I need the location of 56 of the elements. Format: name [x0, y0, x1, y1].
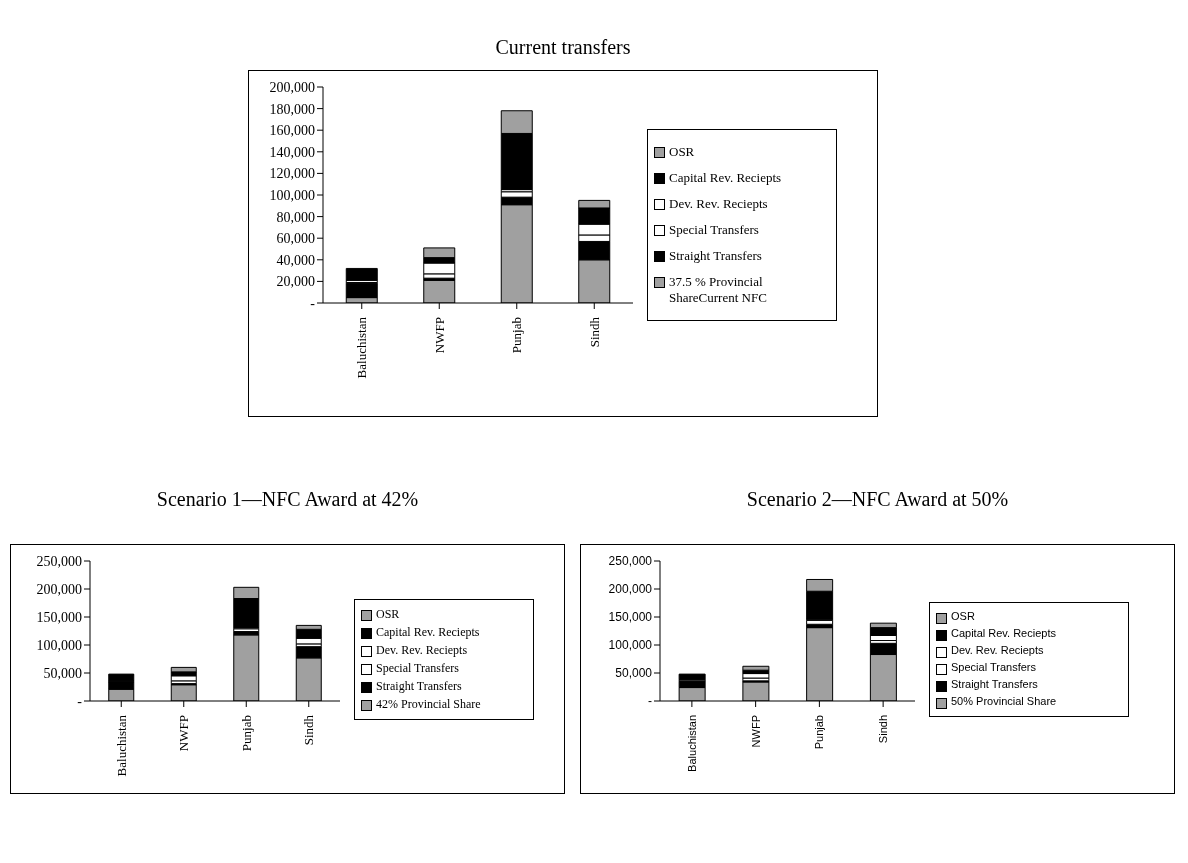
x-tick-label: Punjab [509, 317, 525, 354]
legend-label: Capital Rev. Reciepts [376, 624, 480, 640]
y-tick-label: 200,000 [608, 582, 653, 597]
legend-label: OSR [951, 609, 975, 622]
y-tick-label: 80,000 [276, 209, 315, 225]
legend-label: 42% Provincial Share [376, 696, 481, 712]
y-tick-label: 250,000 [36, 553, 82, 569]
legend-label: 37.5 % Provincial ShareCurrent NFC [669, 274, 768, 306]
legend-label: Straight Transfers [376, 678, 462, 694]
x-tick-label: Sindh [586, 316, 602, 348]
legend-label: Special Transfers [376, 660, 459, 676]
x-tick-label: Baluchistan [113, 714, 129, 777]
chart-title: Current transfers [494, 36, 632, 60]
x-tick-label: NWFP [431, 317, 447, 354]
legend-label: Straight Transfers [669, 248, 762, 264]
legend-label: Dev. Rev. Reciepts [951, 643, 1044, 656]
legend-label: Straight Transfers [951, 677, 1038, 690]
legend-label: OSR [669, 144, 695, 160]
legend-label: Dev. Rev. Reciepts [376, 642, 468, 658]
x-tick-label: Sindh [301, 714, 317, 746]
legend-label: Dev. Rev. Reciepts [669, 196, 768, 212]
x-tick-label: Punjab [238, 715, 254, 752]
legend-label: OSR [376, 606, 400, 622]
y-tick-label: - [310, 295, 316, 311]
x-tick-label: Sindh [877, 715, 890, 744]
x-tick-label: Baluchistan [354, 316, 370, 379]
y-tick-label: 60,000 [276, 231, 315, 247]
x-tick-label: Punjab [813, 715, 826, 750]
y-tick-label: 160,000 [269, 123, 315, 139]
x-tick-label: NWFP [176, 715, 192, 752]
y-tick-label: 100,000 [36, 637, 82, 653]
chart-title: Scenario 2—NFC Award at 50% [745, 488, 1010, 512]
y-tick-label: 150,000 [608, 610, 653, 625]
y-tick-label: 20,000 [276, 274, 315, 290]
y-tick-label: - [77, 693, 83, 709]
chart-title: Scenario 1—NFC Award at 42% [155, 488, 420, 512]
legend-label: Capital Rev. Reciepts [951, 626, 1056, 639]
y-tick-label: 100,000 [608, 638, 653, 653]
legend-label: Special Transfers [669, 222, 759, 238]
legend-label: Capital Rev. Reciepts [669, 170, 782, 186]
y-tick-label: 100,000 [269, 187, 315, 203]
legend-label: 50% Provincial Share [951, 694, 1057, 707]
y-tick-label: - [648, 694, 652, 709]
x-tick-label: Baluchistan [685, 715, 698, 772]
y-tick-label: 200,000 [269, 79, 315, 95]
y-tick-label: 140,000 [269, 144, 315, 160]
y-tick-label: 40,000 [276, 252, 315, 268]
y-tick-label: 150,000 [36, 609, 82, 625]
y-tick-label: 200,000 [36, 581, 82, 597]
legend-label: Special Transfers [951, 660, 1036, 673]
y-tick-label: 250,000 [608, 554, 653, 569]
y-tick-label: 50,000 [615, 666, 653, 681]
x-tick-label: NWFP [749, 715, 762, 748]
y-tick-label: 120,000 [269, 166, 315, 182]
y-tick-label: 50,000 [43, 665, 82, 681]
y-tick-label: 180,000 [269, 101, 315, 117]
